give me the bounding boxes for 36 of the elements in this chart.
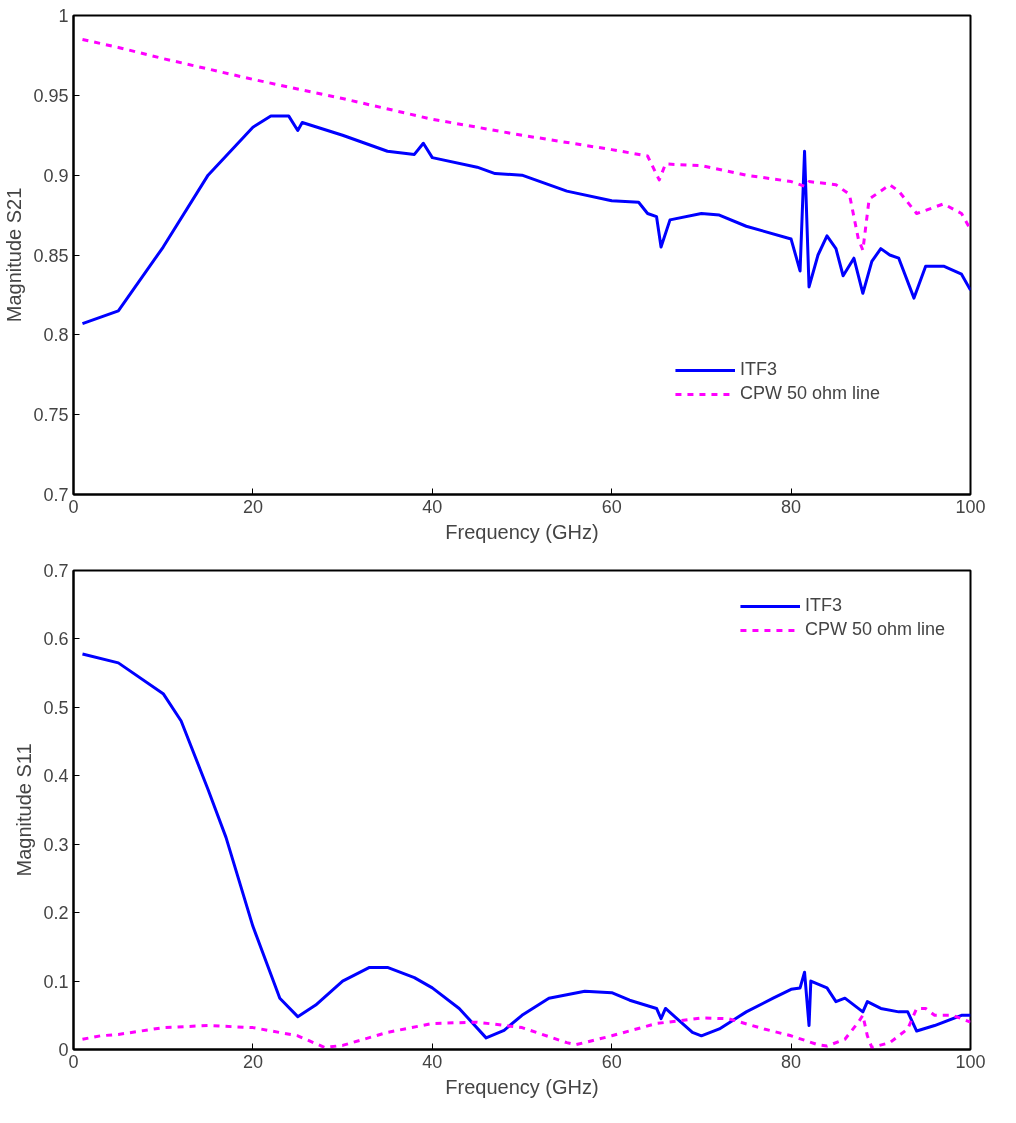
- y-tick-label: 0.7: [43, 561, 69, 581]
- y-tick-label: 0.1: [43, 971, 69, 992]
- x-tick-label: 80: [781, 496, 802, 517]
- legend-label: ITF3: [804, 595, 842, 616]
- line-series: [80, 1006, 971, 1049]
- y-tick-label: 0.75: [33, 405, 69, 426]
- x-tick-label: 20: [242, 496, 263, 517]
- y-tick-label: 0.3: [43, 834, 69, 855]
- x-tick-label: 40: [422, 1051, 443, 1072]
- x-tick-label: 60: [601, 496, 622, 517]
- y-tick-label: 0.7: [43, 485, 69, 505]
- y-tick-label: 0.4: [43, 766, 69, 787]
- y-tick-label: 0.9: [43, 165, 69, 186]
- legend-label: ITF3: [739, 359, 777, 380]
- x-axis-title: Frequency (GHz): [445, 520, 599, 543]
- x-tick-label: 40: [422, 496, 443, 517]
- x-tick-label: 100: [955, 1051, 986, 1072]
- y-axis-title: Magnitude S21: [3, 187, 26, 323]
- y-axis-title: Magnitude S11: [13, 743, 36, 877]
- y-tick-label: 0.5: [43, 697, 69, 718]
- y-tick-label: 1: [58, 6, 69, 26]
- x-tick-label: 20: [242, 1051, 263, 1072]
- legend-label: CPW 50 ohm line: [739, 383, 880, 404]
- y-tick-label: 0.95: [33, 85, 69, 106]
- y-tick-label: 0.85: [33, 245, 69, 266]
- line-series: [80, 37, 971, 252]
- line-series: [80, 114, 971, 326]
- x-tick-label: 60: [601, 1051, 622, 1072]
- x-tick-label: 80: [781, 1051, 802, 1072]
- x-axis-title: Frequency (GHz): [445, 1075, 599, 1098]
- x-tick-label: 100: [955, 496, 986, 517]
- line-series: [80, 652, 971, 1040]
- legend-label: CPW 50 ohm line: [804, 619, 945, 640]
- y-tick-label: 0.6: [43, 629, 69, 650]
- y-tick-label: 0.8: [43, 325, 69, 346]
- y-tick-label: 0.2: [43, 903, 69, 924]
